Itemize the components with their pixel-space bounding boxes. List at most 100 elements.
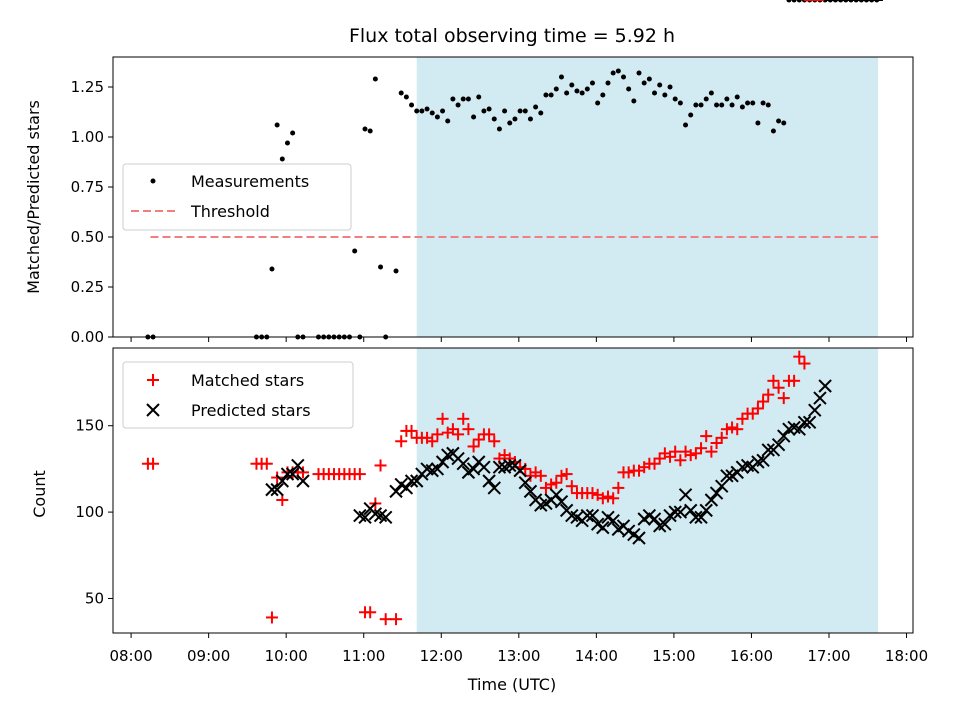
measurement-point	[409, 102, 415, 108]
predicted-star-point	[404, 474, 419, 488]
bottom-legend-box	[122, 361, 354, 429]
top-y-axis-label: Matched/Predicted stars	[24, 100, 43, 294]
measurement-point	[419, 108, 425, 114]
matched-star-point	[467, 440, 480, 453]
predicted-star-point	[549, 488, 564, 502]
predicted-star-point	[430, 462, 445, 476]
predicted-star-point	[647, 512, 662, 526]
measurement-point	[502, 108, 508, 114]
x-axis-label: Time (UTC)	[467, 675, 556, 694]
matched-star-point	[700, 430, 713, 443]
matched-star-point	[555, 469, 568, 482]
matched-star-point	[586, 487, 599, 500]
top-y-tick-label: 0.50	[71, 228, 104, 246]
predicted-star-point	[285, 467, 300, 481]
predicted-star-point	[291, 458, 305, 473]
measurement-point	[734, 94, 740, 100]
measurement-point	[533, 104, 539, 110]
bottom-panel: 50 100 150 08:00 09:00 10:00 11:00 12:00 13:00 1…	[30, 0, 928, 694]
measurement-point	[600, 92, 606, 98]
measurement-point	[631, 98, 637, 104]
matched-star-point	[720, 423, 733, 436]
top-legend-box	[122, 163, 352, 231]
top-y-tick-label: 0.75	[71, 178, 104, 196]
measurement-point	[543, 92, 549, 98]
measurement-point	[724, 96, 730, 102]
measurement-point	[522, 108, 528, 114]
matched-star-point	[488, 435, 501, 448]
measurement-point	[745, 100, 751, 106]
measurement-point	[714, 102, 720, 108]
measurement-point	[652, 90, 658, 96]
predicted-star-point	[554, 495, 569, 509]
measurement-point	[765, 102, 771, 108]
measurement-point	[460, 96, 466, 102]
measurement-point	[579, 90, 585, 96]
measurement-point	[491, 116, 497, 122]
measurement-point	[683, 122, 689, 128]
x-tick-label: 16:00	[730, 647, 773, 665]
predicted-star-point	[709, 486, 724, 500]
measurement-point	[476, 94, 482, 100]
matched-star-point	[534, 469, 547, 482]
predicted-star-point	[668, 505, 682, 519]
matched-star-point	[684, 449, 697, 462]
bottom-y-tick-label: 150	[75, 417, 104, 435]
measurement-point	[372, 76, 378, 82]
predicted-star-point	[606, 514, 620, 528]
measurement-point	[403, 94, 409, 100]
top-y-tick-label: 1.00	[71, 128, 104, 146]
measurement-point	[703, 96, 709, 102]
measurement-point	[626, 86, 632, 92]
matched-star-point	[565, 480, 578, 493]
measurement-point	[517, 108, 523, 114]
predicted-star-point	[270, 482, 284, 497]
predicted-star-point	[580, 508, 595, 523]
x-tick-label: 09:00	[187, 647, 230, 665]
matched-star-point	[379, 613, 392, 626]
predicted-star-point	[802, 415, 817, 429]
matched-star-point	[788, 374, 801, 387]
legend-matched-label: Matched stars	[191, 371, 304, 390]
predicted-star-point	[658, 517, 672, 531]
matched-star-point	[798, 357, 811, 370]
matched-star-point	[271, 471, 284, 484]
measurement-point	[677, 100, 683, 106]
matched-star-point	[265, 611, 278, 624]
measurement-point	[290, 130, 296, 136]
matched-star-point	[395, 435, 408, 448]
predicted-star-point	[410, 474, 424, 488]
legend-measurements-marker	[150, 178, 156, 184]
predicted-star-point	[694, 510, 708, 524]
predicted-star-point	[513, 463, 527, 478]
measurement-point	[507, 120, 513, 126]
count-points	[141, 0, 883, 626]
matched-star-point	[674, 454, 687, 467]
top-panel: 0.00 0.25 0.50 0.75 1.00 1.25 Matched/Predict…	[24, 0, 914, 346]
matched-star-point	[446, 423, 459, 436]
matched-star-point	[710, 437, 723, 449]
bottom-y-axis: 50 100 150	[75, 417, 113, 607]
measurement-point	[362, 126, 368, 132]
measurement-point	[615, 68, 621, 74]
legend-predicted-label: Predicted stars	[191, 401, 311, 420]
matched-star-point	[607, 492, 620, 505]
measurement-point	[595, 100, 601, 106]
measurement-point	[424, 106, 430, 112]
measurement-point	[719, 102, 725, 108]
measurement-point	[776, 118, 782, 124]
matched-star-point	[601, 490, 614, 503]
predicted-star-point	[492, 460, 507, 474]
measurement-point	[693, 102, 699, 108]
predicted-star-point	[456, 457, 470, 471]
bottom-y-tick-label: 50	[85, 589, 104, 607]
x-tick-label: 14:00	[575, 647, 618, 665]
measurement-point	[781, 120, 787, 126]
measurement-point	[739, 104, 745, 110]
predicted-star-point	[689, 510, 703, 524]
measurement-point	[471, 114, 477, 120]
matched-star-point	[296, 466, 309, 479]
matched-star-point	[669, 445, 682, 458]
predicted-star-point	[296, 474, 310, 488]
